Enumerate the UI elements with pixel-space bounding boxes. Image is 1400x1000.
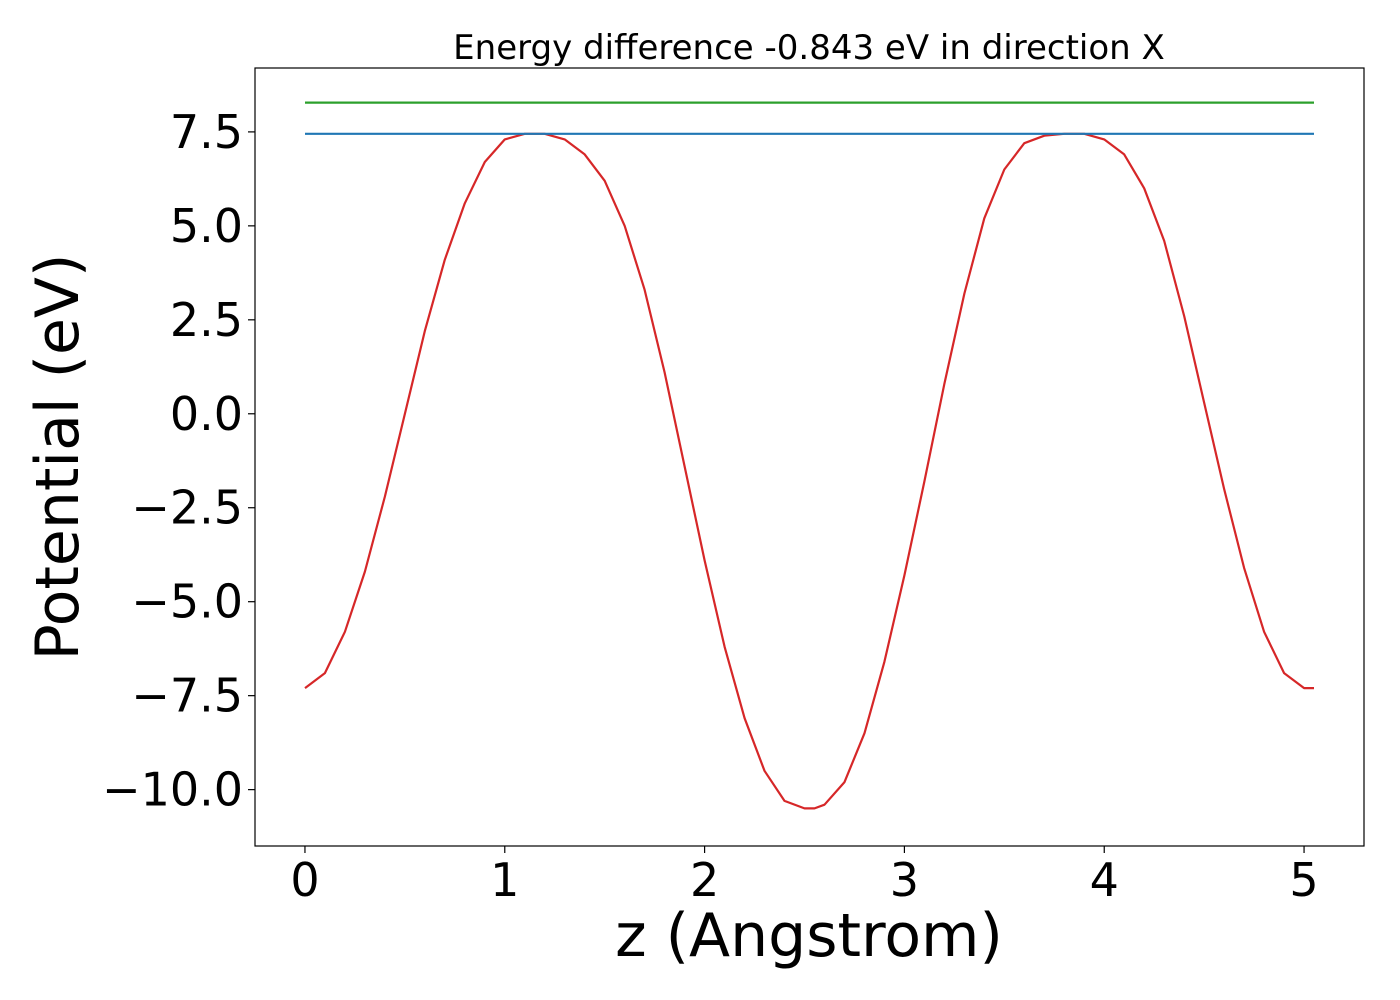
y-axis-label: Potential (eV) <box>23 254 93 661</box>
x-tick-label: 2 <box>690 853 719 907</box>
y-tick-label: −10.0 <box>102 763 243 817</box>
series-layer <box>304 101 1314 810</box>
plot-frame <box>254 67 1365 847</box>
y-tick-label: 0.0 <box>170 387 243 441</box>
series-line-0 <box>304 132 1314 810</box>
y-axis: −10.0 −7.5 −5.0 −2.5 0.0 2.5 5.0 7.5 <box>102 105 255 817</box>
y-tick-label: −5.0 <box>131 575 243 629</box>
x-tick-label: 4 <box>1090 853 1119 907</box>
x-tick-label: 1 <box>490 853 519 907</box>
x-tick-label: 3 <box>890 853 919 907</box>
y-tick-label: −7.5 <box>131 669 243 723</box>
y-tick-label: 2.5 <box>170 293 243 347</box>
x-axis-label: z (Angstrom) <box>615 901 1003 971</box>
x-tick-label: 5 <box>1289 853 1318 907</box>
chart-title: Energy difference -0.843 eV in direction… <box>453 28 1165 68</box>
y-tick-label: 7.5 <box>170 105 243 159</box>
x-axis: 0 1 2 3 4 5 <box>290 846 1319 907</box>
y-tick-label: 5.0 <box>170 199 243 253</box>
x-tick-label: 0 <box>290 853 319 907</box>
y-tick-label: −2.5 <box>131 481 243 535</box>
